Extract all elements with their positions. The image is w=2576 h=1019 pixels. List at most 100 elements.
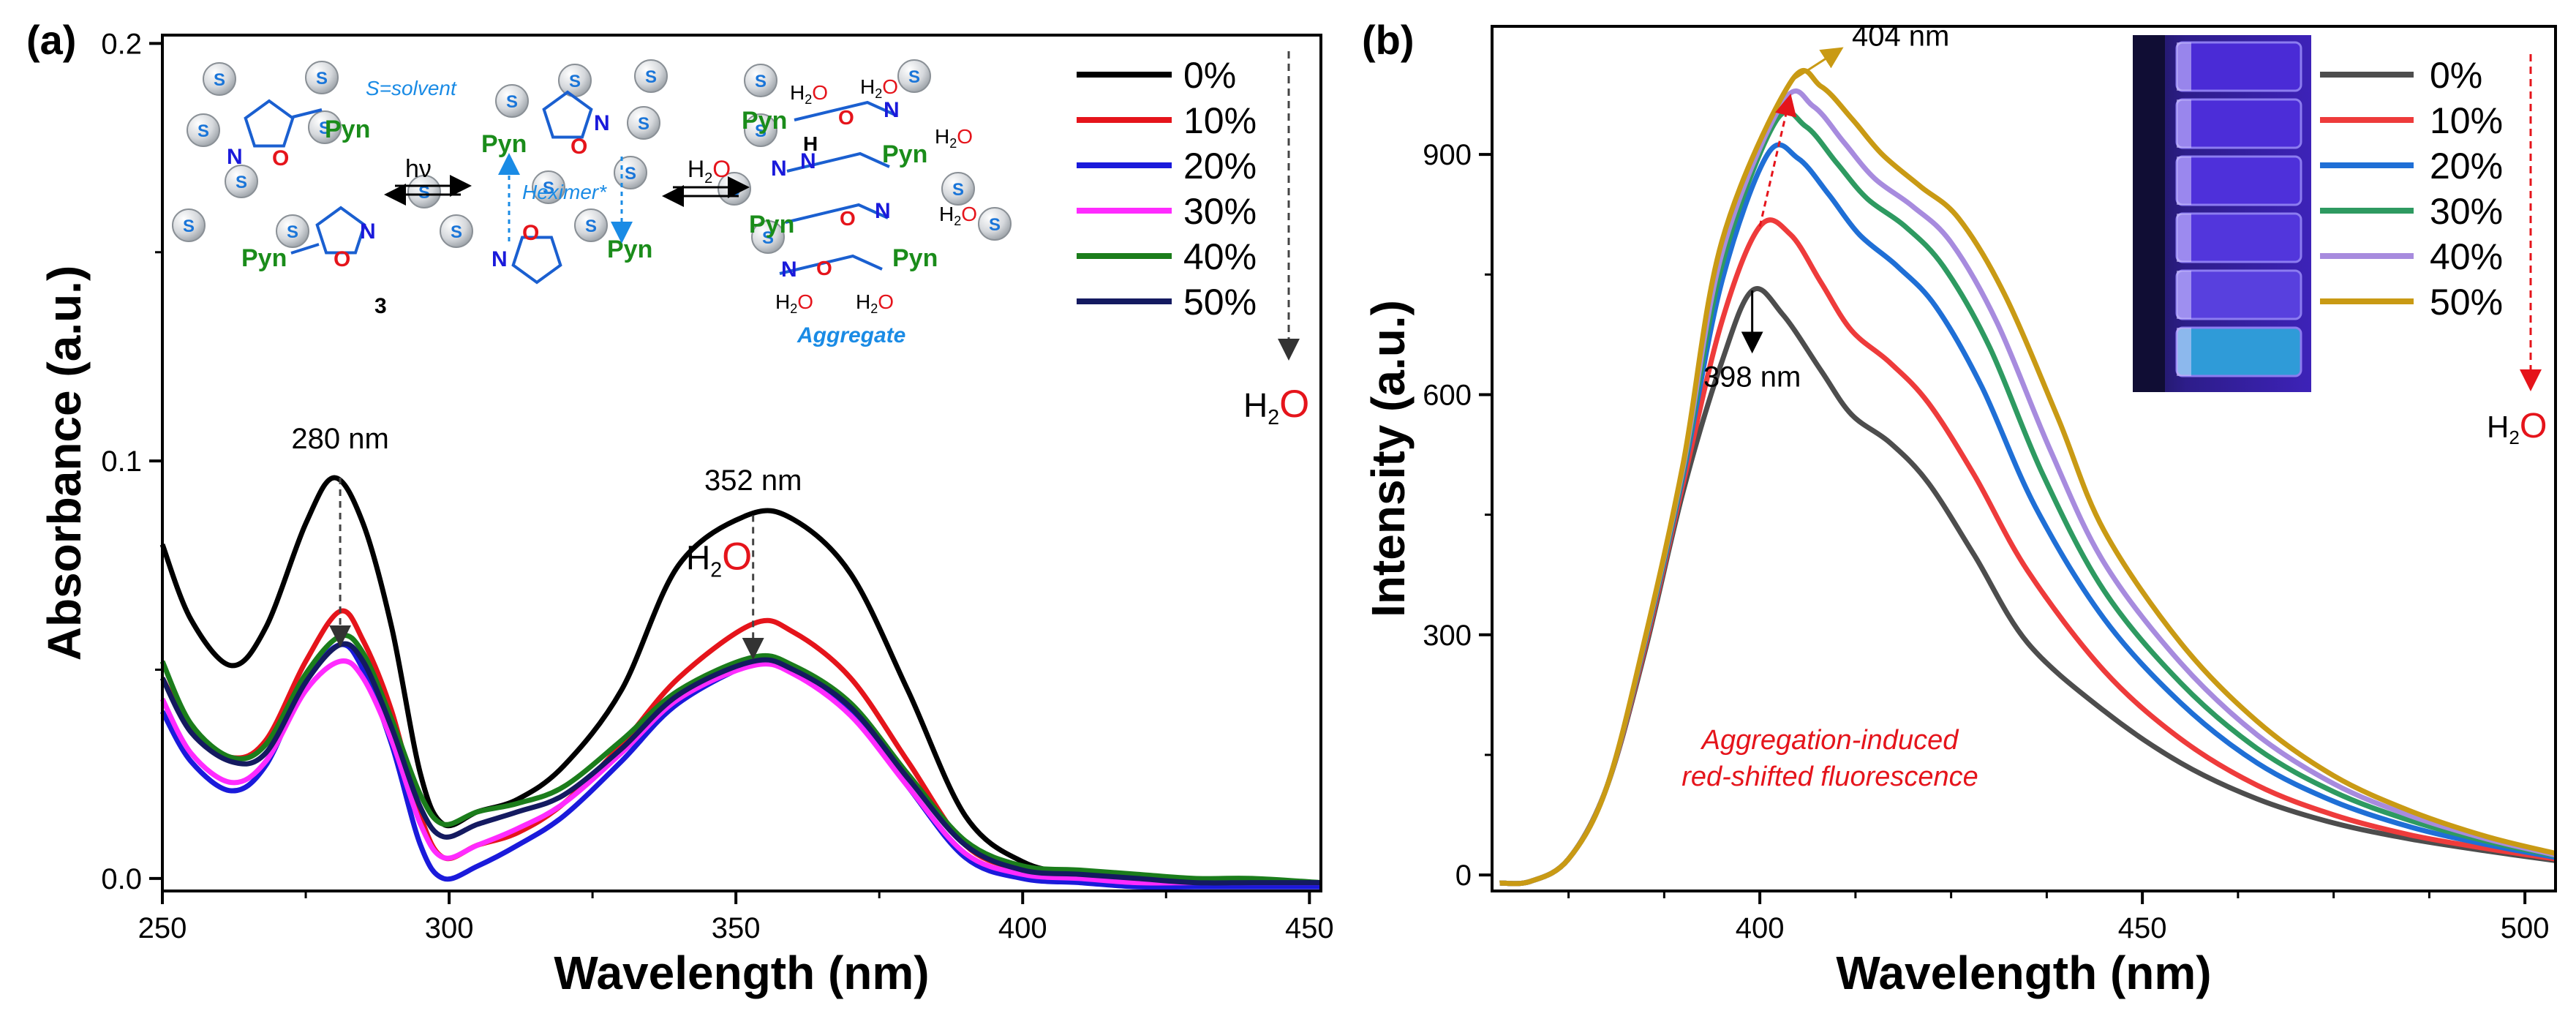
solvent-s: S [197, 121, 209, 141]
vial [2175, 269, 2302, 320]
series-line-50pct [1499, 68, 2556, 887]
solvent-s: S [908, 67, 920, 87]
panel-a-axes: 250 300 350 400 450 0.0 0.1 0.2 Wavelength (nm) A… [38, 28, 1334, 999]
panel-b-label: (b) [1362, 17, 1415, 63]
legend-label: 0% [2430, 55, 2482, 96]
pyn-label: Pyn [749, 211, 794, 238]
series-line-30pct [159, 658, 1321, 886]
atom-n: N [781, 257, 797, 282]
y-tick-label: 600 [1423, 379, 1472, 411]
water-molecule: H2O [939, 203, 977, 228]
x-axis-title: Wavelength (nm) [1836, 947, 2211, 999]
panel-b-annotations: 404 nm 398 nm Aggregation-induced red-shift… [1681, 20, 1978, 792]
vial-highlight [2177, 157, 2191, 205]
x-tick-label: 350 [712, 912, 761, 944]
annotation-398nm: 398 nm [1703, 361, 1801, 394]
solvent-ball [225, 165, 258, 198]
legend-label: 20% [2430, 146, 2503, 187]
panel-a-label: (a) [26, 17, 76, 63]
isoxazole-ring-hex-bottom [511, 236, 562, 285]
solvent-s: S [183, 217, 195, 236]
solvent-s: S [755, 72, 767, 91]
solvent-s: S [543, 178, 554, 198]
atom-o: O [522, 221, 539, 245]
solvent-s: S [645, 67, 657, 87]
solvent-ball [305, 61, 339, 94]
atom-n: N [360, 219, 376, 244]
solvent-ball [744, 64, 777, 97]
compound-number: 3 [374, 294, 387, 318]
x-axis-title: Wavelength (nm) [554, 947, 929, 999]
isoxazole-ring-hex-top [542, 90, 593, 139]
photo-shadow [2133, 35, 2165, 392]
y-tick-label: 0 [1455, 860, 1472, 892]
y-axis-title: Absorbance (a.u.) [38, 266, 91, 661]
solvent-s: S [762, 228, 774, 248]
solvent-ball [203, 62, 236, 96]
legend-label: 10% [1183, 100, 1257, 141]
panel-b-chart: 400 450 500 0 300 600 900 Wavelength (nm) Intens… [1362, 20, 2557, 999]
vial-highlight [2177, 328, 2191, 376]
legend-label: 30% [2430, 191, 2503, 232]
caption-line-1: Aggregation-induced [1701, 725, 1960, 756]
legend-label: 40% [1183, 236, 1257, 277]
x-tick-label: 500 [2501, 912, 2550, 944]
solvent-ball [308, 110, 342, 144]
x-tick-label: 300 [425, 912, 474, 944]
x-tick-label: 450 [2118, 912, 2167, 944]
y-tick-label: 0.1 [101, 445, 142, 478]
solvent-s: S [638, 114, 649, 134]
bond [290, 243, 320, 255]
solvent-ball [751, 220, 785, 254]
atom-n: N [594, 111, 610, 135]
solvent-s: S [319, 119, 331, 138]
legend-label: 10% [2430, 100, 2503, 141]
atom-n: N [884, 98, 900, 122]
pyn-label: Pyn [882, 140, 927, 168]
solvent-s: S [418, 183, 430, 203]
solvent-ball [187, 113, 220, 147]
x-tick-label: 250 [138, 912, 187, 944]
vial-highlight [2177, 271, 2191, 319]
solvent-note: S=solvent [366, 77, 457, 99]
solvent-s: S [625, 164, 636, 184]
legend-water-label: H2O [2487, 406, 2547, 448]
water-molecule: H2O [935, 125, 973, 151]
water-arrow-label: H2O [688, 156, 731, 187]
isoxazole-ring-m2 [315, 206, 366, 255]
pyn-label: Pyn [742, 107, 787, 135]
pyn-label: Pyn [325, 116, 370, 143]
series-line-10pct [1499, 217, 2556, 887]
solvent-ball [440, 214, 473, 248]
light-label: hν [405, 155, 432, 183]
panel-b-series [1499, 68, 2556, 887]
vial-highlight [2177, 214, 2191, 262]
x-tick-label: 400 [1736, 912, 1785, 944]
series-line-50pct [159, 641, 1321, 886]
legend-label: 30% [1183, 191, 1257, 232]
solvent-ball [744, 113, 777, 147]
solvent-ball [941, 172, 975, 206]
x-tick-label: 450 [1285, 912, 1334, 944]
solvent-s: S [451, 222, 462, 242]
solvent-ball [172, 208, 206, 242]
aggregate-ring [779, 254, 883, 275]
series-line-40pct [159, 633, 1322, 886]
solvent-ball [627, 106, 660, 140]
legend-label: 0% [1183, 55, 1236, 96]
vial [2175, 98, 2302, 149]
aggregate-ring [794, 100, 897, 121]
atom-o: O [272, 146, 289, 170]
annotation-water: H2O [686, 535, 752, 582]
vial [2175, 326, 2302, 377]
solvent-ball [897, 59, 931, 93]
atom-o: O [840, 207, 856, 230]
panel-a-annotations: 280 nm 352 nm H2O [291, 423, 802, 660]
solvent-s: S [569, 72, 581, 91]
bond [292, 108, 323, 119]
aggregate-ring [786, 151, 890, 173]
